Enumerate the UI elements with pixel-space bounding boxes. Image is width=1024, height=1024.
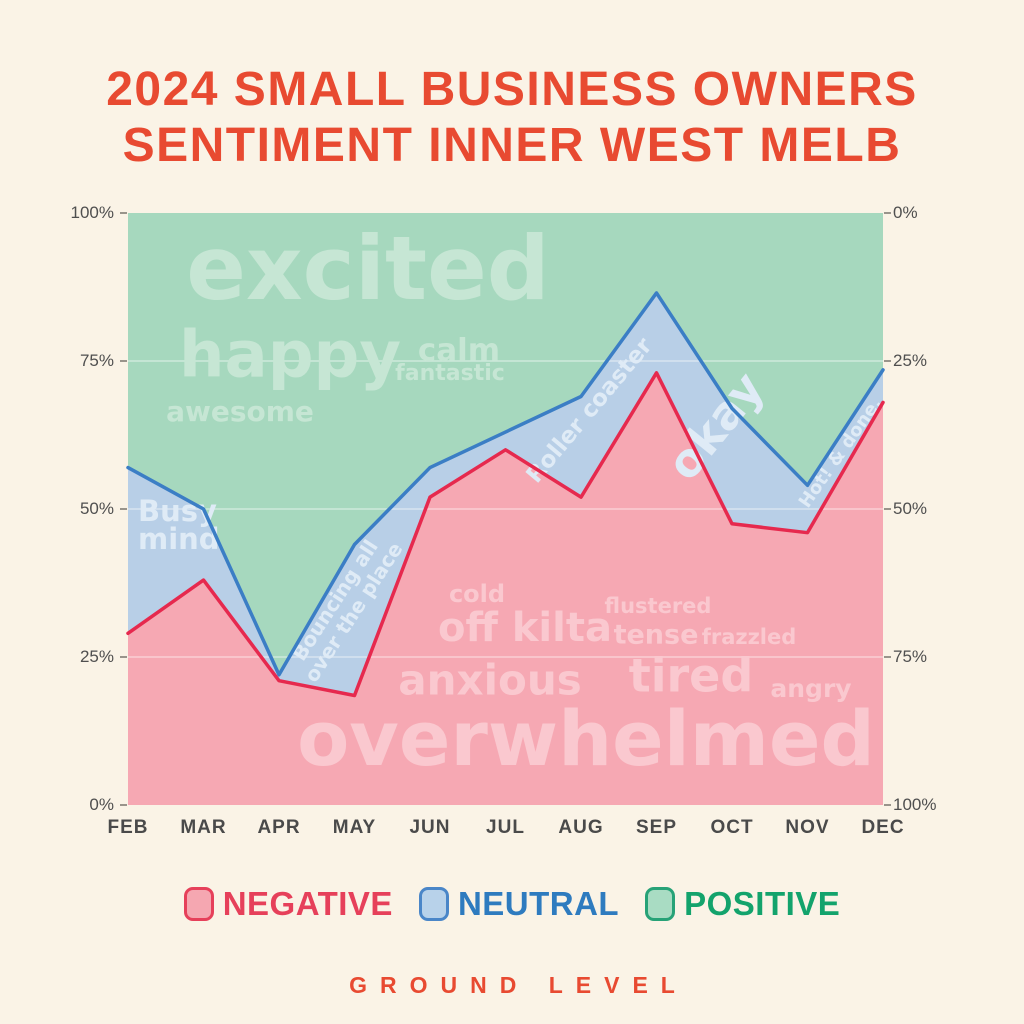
month-label-sep: SEP <box>635 817 678 838</box>
word-tired: tired <box>629 649 754 703</box>
left-axis-tick-label-75: 75% <box>79 351 114 370</box>
neutral-swatch-icon <box>418 887 449 921</box>
sentiment-area-chart: excited happy calm fantastic awesome Busy mind… <box>120 212 891 806</box>
left-axis-tick-label-100: 100% <box>70 203 114 222</box>
legend-label-neutral: NEUTRAL <box>457 885 620 922</box>
legend-label-positive: POSITIVE <box>684 885 841 922</box>
word-flustered: flustered <box>605 594 712 618</box>
month-label-aug: AUG <box>558 817 604 838</box>
left-axis-tick-label-0: 0% <box>89 795 114 814</box>
word-excited: excited <box>186 217 550 320</box>
month-label-oct: OCT <box>710 817 754 838</box>
right-axis-tick-label-100: 100% <box>893 795 937 814</box>
y-axis-left: 100% 75% 50% 25% 0% <box>0 203 121 814</box>
legend-item-neutral: NEUTRAL <box>418 885 620 923</box>
word-happy: happy <box>179 319 401 393</box>
right-axis-tick-label-25: 25% <box>893 351 928 370</box>
left-axis-tick-label-50: 50% <box>79 499 114 518</box>
month-label-apr: APR <box>257 817 301 838</box>
word-awesome: awesome <box>166 395 314 428</box>
legend-item-negative: NEGATIVE <box>183 885 393 923</box>
negative-area <box>128 372 883 805</box>
positive-swatch-icon <box>645 887 676 921</box>
word-overwhelmed: overwhelmed <box>297 694 875 783</box>
month-label-dec: DEC <box>861 817 905 838</box>
word-anxious: anxious <box>398 656 581 705</box>
left-axis-tick-label-25: 25% <box>79 647 114 666</box>
brand-footer-text: GROUND LEVEL <box>349 972 688 998</box>
title-line-1: 2024 SMALL BUSINESS OWNERS <box>106 63 918 116</box>
month-label-nov: NOV <box>785 817 830 838</box>
negative-swatch-icon <box>183 887 214 921</box>
y-axis-right-inverted: 0% 25% 50% 75% 100% <box>890 203 980 814</box>
right-axis-tick-label-50: 50% <box>893 499 928 518</box>
title-line-2: SENTIMENT INNER WEST MELB <box>122 119 902 173</box>
month-label-may: MAY <box>332 817 377 838</box>
word-tense: tense <box>614 620 699 651</box>
word-angry: angry <box>770 674 851 703</box>
word-off-kilta: off kilta <box>438 605 612 651</box>
right-axis-tick-label-0: 0% <box>893 203 918 222</box>
x-axis-months: FEB MAR APR MAY JUN JUL AUG SEP OCT NOV DEC <box>108 817 904 843</box>
legend: NEGATIVE NEUTRAL POSITIVE <box>0 885 1024 923</box>
legend-item-positive: POSITIVE <box>645 885 840 923</box>
word-fantastic: fantastic <box>395 361 505 386</box>
month-label-mar: MAR <box>180 817 227 838</box>
page-title: 2024 SMALL BUSINESS OWNERS SENTIMENT INN… <box>0 62 1024 174</box>
neutral-boundary-line <box>126 291 885 677</box>
month-label-jul: JUL <box>486 817 525 838</box>
month-label-jun: JUN <box>409 817 451 838</box>
month-label-feb: FEB <box>107 817 149 838</box>
negative-boundary-line <box>126 371 885 698</box>
word-cold: cold <box>449 580 505 608</box>
word-frazzled: frazzled <box>702 625 797 649</box>
word-busy-mind: Busy mind <box>138 494 220 556</box>
legend-label-negative: NEGATIVE <box>222 885 393 922</box>
brand-footer: GROUND LEVEL <box>0 972 1024 999</box>
right-axis-tick-label-75: 75% <box>893 647 928 666</box>
word-calm: calm <box>418 333 500 369</box>
